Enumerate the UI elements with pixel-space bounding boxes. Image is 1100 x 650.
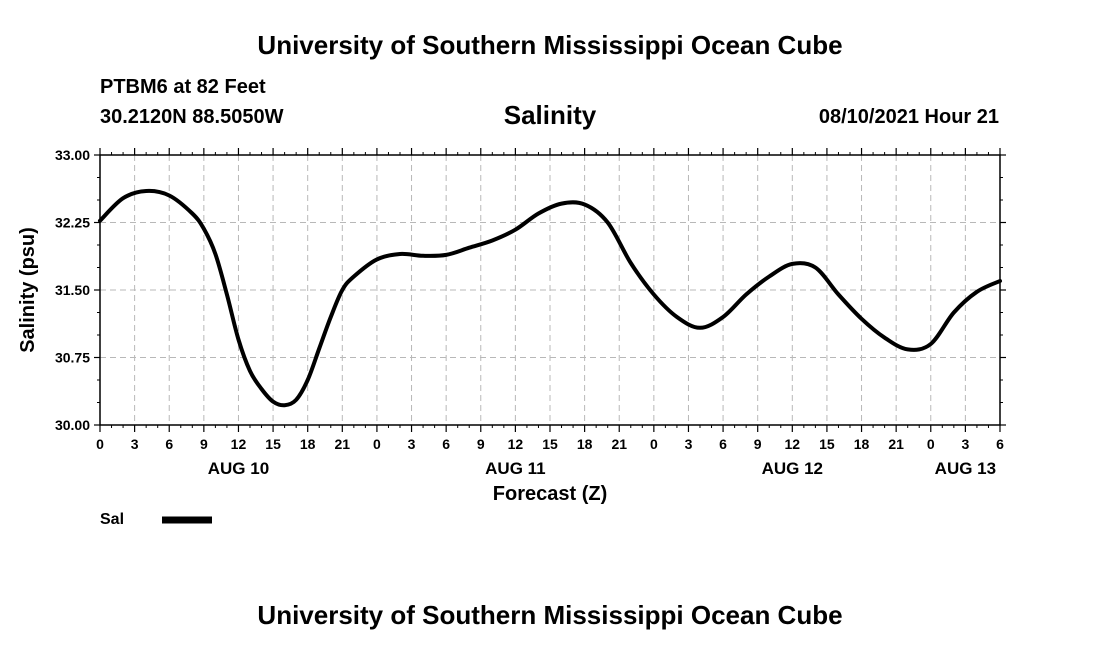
axis-ticks <box>94 148 1006 432</box>
x-tick-label: 12 <box>785 436 801 452</box>
date-label: AUG 13 <box>935 459 996 478</box>
x-tick-label: 9 <box>754 436 762 452</box>
x-tick-label: 6 <box>719 436 727 452</box>
x-tick-label: 9 <box>477 436 485 452</box>
forecast-timestamp: 08/10/2021 Hour 21 <box>818 106 999 128</box>
date-label: AUG 12 <box>762 459 823 478</box>
y-tick-label: 30.75 <box>55 350 90 366</box>
y-axis-label: Salinity (psu) <box>17 227 39 353</box>
chart-title: Salinity <box>503 100 597 130</box>
x-tick-label: 15 <box>265 436 281 452</box>
x-tick-label: 18 <box>854 436 870 452</box>
y-tick-label: 32.25 <box>55 215 90 231</box>
plot-frame <box>99 154 1001 426</box>
x-tick-label: 0 <box>373 436 381 452</box>
x-tick-label: 3 <box>408 436 416 452</box>
x-tick-label: 12 <box>508 436 524 452</box>
x-tick-label: 12 <box>231 436 247 452</box>
y-tick-label: 33.00 <box>55 147 90 163</box>
x-tick-labels: 0 3 6 9 12 15 18 21 0 3 6 9 12 15 18 21 0 3 6 9 12 15 18 21 0 3 6 <box>96 436 1004 452</box>
y-tick-label: 31.50 <box>55 282 90 298</box>
x-tick-label: 0 <box>927 436 935 452</box>
footer-title: University of Southern Mississippi Ocean… <box>257 600 843 630</box>
x-tick-label: 9 <box>200 436 208 452</box>
x-tick-label: 3 <box>131 436 139 452</box>
date-label: AUG 10 <box>208 459 269 478</box>
x-tick-label: 0 <box>96 436 104 452</box>
station-coordinates: 30.2120N 88.5050W <box>100 106 284 128</box>
x-tick-label: 21 <box>888 436 904 452</box>
x-tick-label: 18 <box>577 436 593 452</box>
salinity-series-line <box>98 188 1002 408</box>
x-axis-label: Forecast (Z) <box>493 483 607 505</box>
x-tick-label: 21 <box>611 436 627 452</box>
page-title: University of Southern Mississippi Ocean… <box>257 30 843 60</box>
x-tick-label: 0 <box>650 436 658 452</box>
date-labels: AUG 10 AUG 11 AUG 12 AUG 13 <box>208 459 996 478</box>
x-tick-label: 3 <box>685 436 693 452</box>
x-tick-label: 15 <box>542 436 558 452</box>
x-tick-label: 6 <box>442 436 450 452</box>
x-tick-label: 15 <box>819 436 835 452</box>
date-label: AUG 11 <box>485 459 545 478</box>
x-tick-label: 21 <box>335 436 351 452</box>
x-tick-label: 6 <box>996 436 1004 452</box>
legend-label: Sal <box>100 511 124 528</box>
x-tick-label: 6 <box>165 436 173 452</box>
y-tick-label: 30.00 <box>55 417 90 433</box>
x-tick-label: 3 <box>961 436 969 452</box>
grid-lines <box>100 155 1000 425</box>
station-name: PTBM6 at 82 Feet <box>100 76 266 98</box>
y-tick-labels: 30.00 30.75 31.50 32.25 33.00 <box>55 147 90 433</box>
x-tick-label: 18 <box>300 436 316 452</box>
